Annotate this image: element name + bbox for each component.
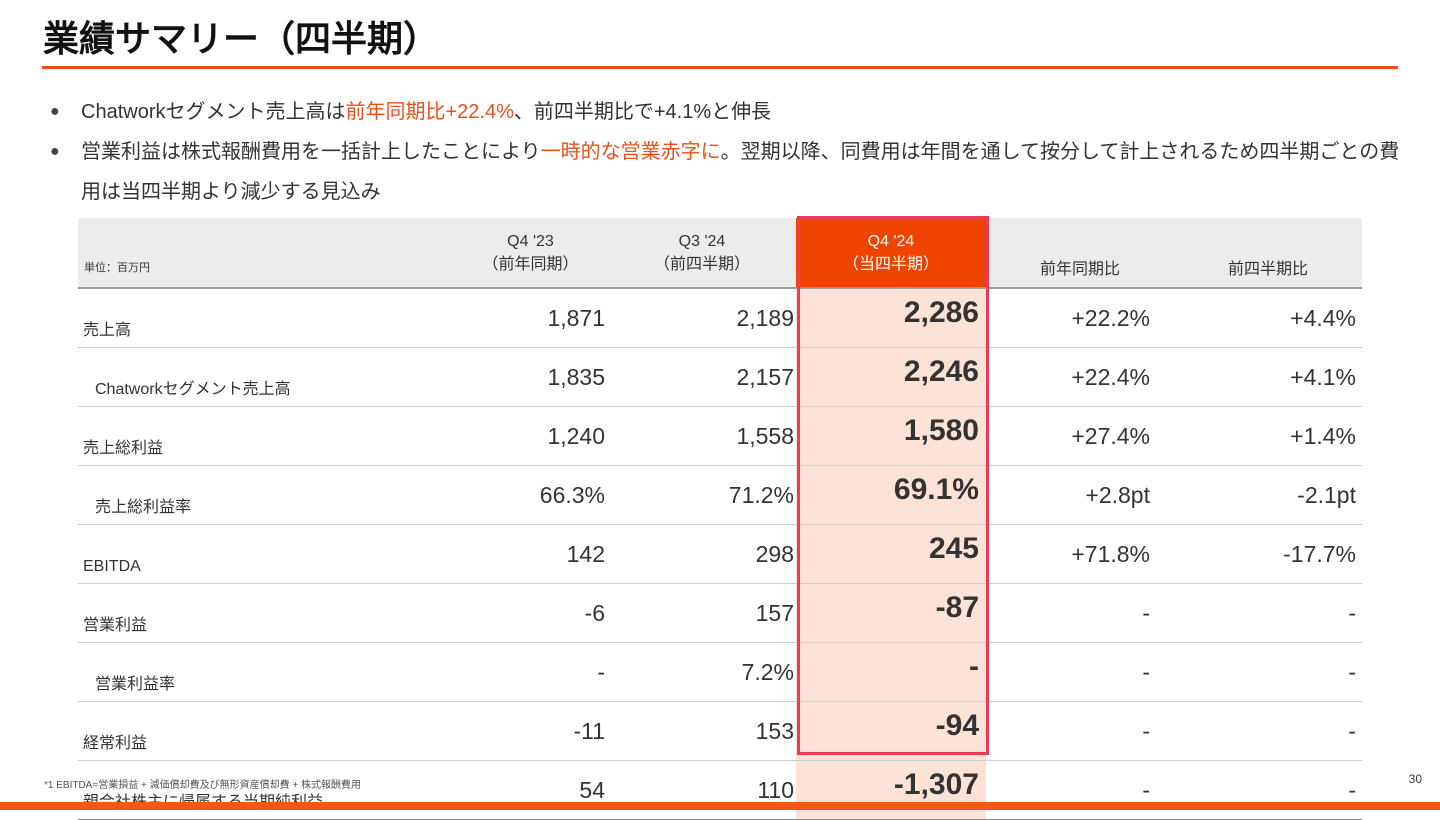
value-q4-24: -94 — [796, 701, 986, 761]
footnote: *1 EBITDA=営業損益 + 減価償却費及び無形資産償却費 + 株式報酬費用 — [44, 780, 361, 791]
page-number: 30 — [1408, 772, 1422, 786]
table-row: 営業利益率 -7.2% - - - — [78, 642, 1362, 702]
value-qoq: - — [1174, 701, 1362, 761]
bullet-text: 営業利益は株式報酬費用を一括計上したことにより — [81, 141, 541, 163]
value-q3-24: 157 — [608, 583, 796, 643]
summary-bullets: ● Chatworkセグメント売上高は前年同期比+22.4%、前四半期比で+4.… — [50, 92, 1410, 212]
value-q3-24: 71.2% — [608, 465, 796, 525]
value-q4-23: 1,240 — [453, 406, 608, 466]
value-yoy: - — [986, 583, 1174, 643]
table-row: 売上総利益 1,240 1,558 1,580 +27.4% +1.4% — [78, 406, 1362, 466]
value-q3-24: 2,189 — [608, 288, 796, 348]
value-qoq: - — [1174, 583, 1362, 643]
value-q4-23: 54 — [453, 760, 608, 820]
value-q3-24: 110 — [608, 760, 796, 820]
value-q3-24: 2,157 — [608, 347, 796, 407]
value-q4-24: - — [796, 642, 986, 702]
row-label: 営業利益 — [78, 583, 453, 643]
bullet-dot-icon: ● — [50, 143, 60, 160]
row-label: 売上高 — [78, 288, 453, 348]
value-qoq: +4.4% — [1174, 288, 1362, 348]
row-label: 経常利益 — [78, 701, 453, 761]
value-yoy: - — [986, 642, 1174, 702]
value-q4-24: 2,246 — [796, 347, 986, 407]
value-q4-24: -87 — [796, 583, 986, 643]
value-qoq: - — [1174, 760, 1362, 820]
row-label: 売上総利益率 — [78, 465, 453, 525]
row-label: EBITDA — [78, 524, 453, 584]
value-q4-24: 1,580 — [796, 406, 986, 466]
financial-summary-table: 単位：百万円 Q4 '23 （前年同期） Q3 '24 （前四半期） Q4 '24 （… — [78, 218, 1362, 820]
value-q4-24: 2,286 — [796, 288, 986, 348]
bullet-highlight: 一時的な営業赤字に — [540, 141, 721, 163]
bullet-item: ● Chatworkセグメント売上高は前年同期比+22.4%、前四半期比で+4.… — [50, 92, 1410, 132]
value-q4-23: 66.3% — [453, 465, 608, 525]
value-q4-23: 1,835 — [453, 347, 608, 407]
column-header-yoy: 前年同期比 — [986, 218, 1174, 289]
table-row: 営業利益 -6 157 -87- - — [78, 583, 1362, 643]
value-qoq: - — [1174, 642, 1362, 702]
row-label: 営業利益率 — [78, 642, 453, 702]
bottom-accent-bar — [0, 802, 1440, 810]
value-q3-24: 1,558 — [608, 406, 796, 466]
value-q4-23: -11 — [453, 701, 608, 761]
table-row: 売上高 1,871 2,189 2,286 +22.2% +4.4% — [78, 288, 1362, 348]
title-underline — [42, 66, 1398, 69]
column-header-q3-24: Q3 '24 （前四半期） — [608, 218, 796, 289]
value-q4-23: - — [453, 642, 608, 702]
value-qoq: -2.1pt — [1174, 465, 1362, 525]
bullet-text: Chatworkセグメント売上高は — [81, 101, 346, 123]
value-yoy: +2.8pt — [986, 465, 1174, 525]
row-label: Chatworkセグメント売上高 — [78, 347, 453, 407]
value-qoq: +4.1% — [1174, 347, 1362, 407]
value-yoy: +22.4% — [986, 347, 1174, 407]
value-q3-24: 298 — [608, 524, 796, 584]
page-title: 業績サマリー（四半期） — [43, 18, 440, 59]
value-q4-24: 69.1% — [796, 465, 986, 525]
column-header-qoq: 前四半期比 — [1174, 218, 1362, 289]
table-row: Chatworkセグメント売上高 1,835 2,157 2,246 +22.4% +4.… — [78, 347, 1362, 407]
bullet-text: 。翌期以降、同費用は年間を通して按分して計上されるため四半期ごとの費用は当四半期… — [81, 141, 1400, 203]
value-qoq: +1.4% — [1174, 406, 1362, 466]
value-yoy: +22.2% — [986, 288, 1174, 348]
column-header-q4-24: Q4 '24 （当四半期） — [796, 218, 986, 289]
table-row: 経常利益 -11 153 -94- - — [78, 701, 1362, 761]
bullet-dot-icon: ● — [50, 103, 60, 120]
value-q3-24: 153 — [608, 701, 796, 761]
value-q4-24: 245 — [796, 524, 986, 584]
value-yoy: +71.8% — [986, 524, 1174, 584]
value-yoy: - — [986, 701, 1174, 761]
bullet-highlight: 前年同期比+22.4% — [345, 101, 514, 123]
value-qoq: -17.7% — [1174, 524, 1362, 584]
table-row: EBITDA 142 298 245 +71.8% -17.7% — [78, 524, 1362, 584]
row-label: 売上総利益 — [78, 406, 453, 466]
value-q4-23: 1,871 — [453, 288, 608, 348]
bullet-text: 、前四半期比で+4.1%と伸長 — [513, 101, 772, 123]
value-q4-23: -6 — [453, 583, 608, 643]
value-yoy: - — [986, 760, 1174, 820]
table-header-row: 単位：百万円 Q4 '23 （前年同期） Q3 '24 （前四半期） Q4 '24 （… — [78, 218, 1362, 289]
bullet-item: ● 営業利益は株式報酬費用を一括計上したことにより一時的な営業赤字に。翌期以降、… — [50, 132, 1410, 212]
value-q4-24: -1,307 — [796, 760, 986, 820]
unit-label: 単位：百万円 — [78, 218, 453, 289]
value-yoy: +27.4% — [986, 406, 1174, 466]
value-q3-24: 7.2% — [608, 642, 796, 702]
column-header-q4-23: Q4 '23 （前年同期） — [453, 218, 608, 289]
value-q4-23: 142 — [453, 524, 608, 584]
table-row: 売上総利益率 66.3% 71.2% 69.1% +2.8pt -2.1pt — [78, 465, 1362, 525]
